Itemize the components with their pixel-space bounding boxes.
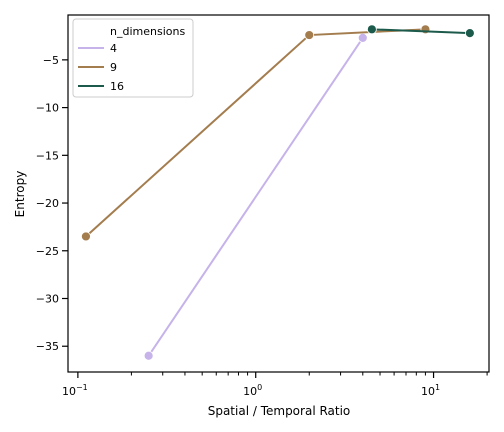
y-tick-label: −30 (36, 293, 59, 306)
series-4-line (147, 37, 364, 357)
y-tick-label: −20 (36, 197, 59, 210)
series-16-point (366, 24, 377, 35)
series-16-line (371, 28, 470, 35)
legend-box (72, 18, 194, 98)
x-axis-ticks: 10−1 100 101 (62, 372, 488, 398)
series-16-point (464, 28, 475, 39)
legend-title: n_dimensions (110, 25, 185, 38)
legend-label-4: 4 (110, 42, 117, 55)
y-tick-label: −10 (36, 102, 59, 115)
y-tick-label: −35 (36, 340, 59, 353)
y-tick-label: −5 (43, 54, 59, 67)
x-tick-label: 101 (421, 383, 440, 398)
series-layer (81, 24, 475, 361)
x-tick-label: 100 (243, 383, 262, 398)
legend: n_dimensions 4 9 16 (72, 18, 194, 98)
y-axis-label: Entropy (13, 171, 27, 218)
legend-label-16: 16 (110, 80, 124, 93)
series-9-point (304, 30, 315, 40)
x-axis-label: Spatial / Temporal Ratio (208, 404, 351, 418)
x-tick-label: 10−1 (62, 383, 88, 398)
plot-frame (67, 14, 490, 373)
y-axis-ticks: −5 −10 −15 −20 −25 −30 −35 (36, 54, 68, 353)
series-4-point (357, 33, 368, 43)
legend-entries: 4 9 16 (78, 42, 124, 93)
y-tick-label: −15 (36, 149, 59, 162)
series-4-point (143, 350, 154, 361)
y-tick-label: −25 (36, 245, 59, 258)
series-9-point (81, 231, 91, 242)
legend-label-9: 9 (110, 61, 117, 74)
